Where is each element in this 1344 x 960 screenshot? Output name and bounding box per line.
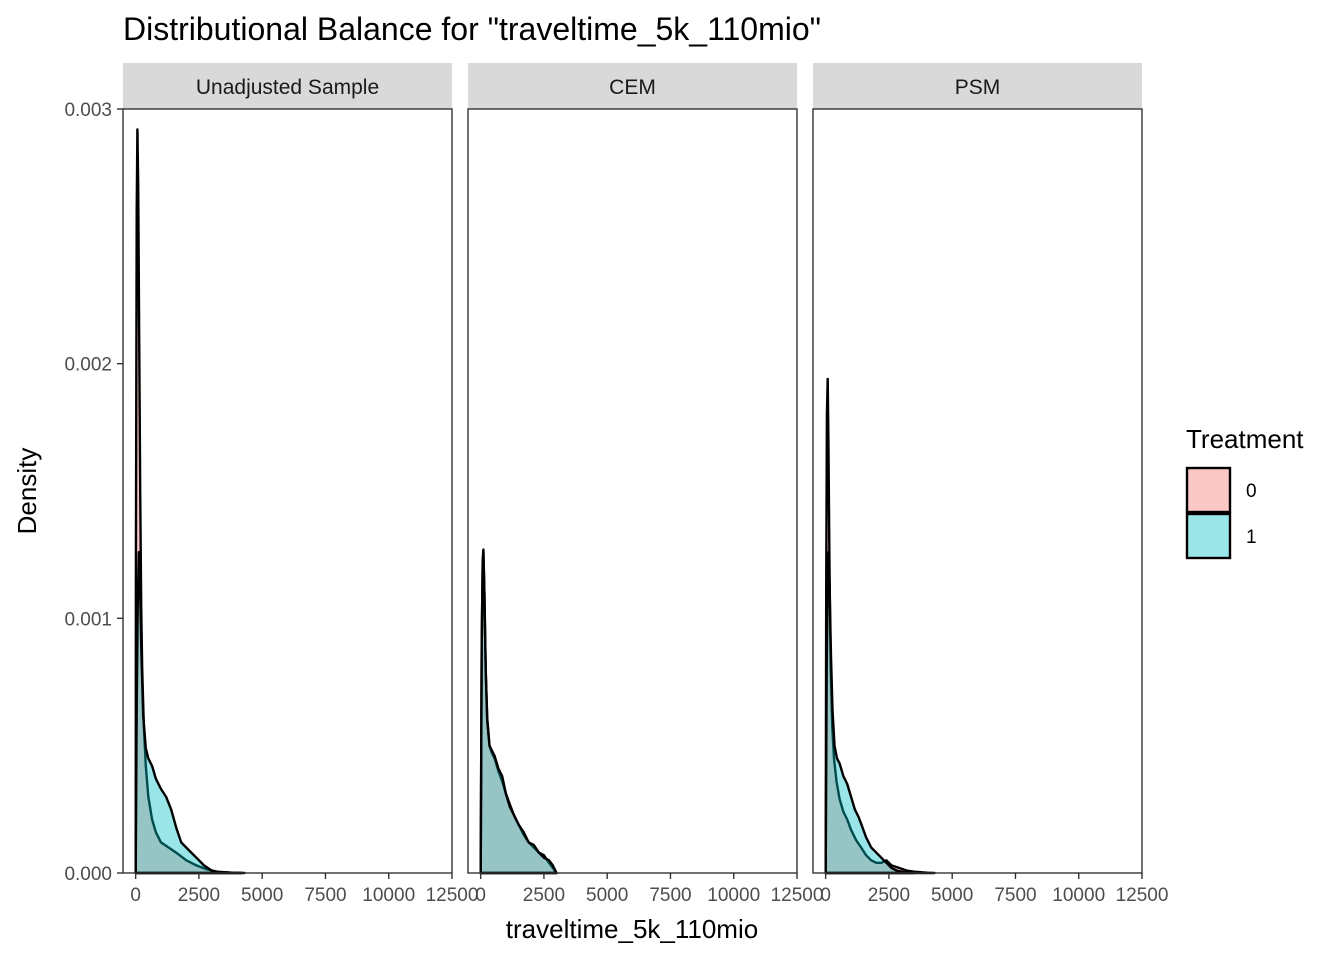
x-tick-label: 12500: [1116, 885, 1169, 906]
x-tick-label: 5000: [931, 885, 973, 906]
x-tick-label: 2500: [523, 885, 565, 906]
panel-border: [122, 108, 453, 874]
facet-strip-label: PSM: [955, 76, 1001, 99]
legend-title: Treatment: [1186, 424, 1304, 454]
facet-strip: [123, 63, 452, 109]
facet-strip-label: Unadjusted Sample: [196, 76, 379, 99]
x-tick-label: 2500: [178, 885, 220, 906]
facet-strip: [813, 63, 1142, 109]
panel-background: [468, 109, 797, 873]
x-tick-label: 10000: [1052, 885, 1105, 906]
x-tick-label: 5000: [586, 885, 628, 906]
panel-border: [467, 108, 798, 874]
x-axis-title: traveltime_5k_110mio: [506, 914, 758, 944]
legend-key-background: [1186, 513, 1231, 559]
x-tick-label: 5000: [241, 885, 283, 906]
density-area-treatment-1: [134, 550, 246, 875]
legend-key-background: [1186, 467, 1231, 513]
x-tick-label: 10000: [362, 885, 415, 906]
density-area-treatment-1: [824, 550, 916, 875]
x-tick-label: 7500: [304, 885, 346, 906]
facet-panel: Unadjusted Sample 0 2500 5000 7500 10000 12500: [122, 63, 479, 906]
x-tick-label: 2500: [868, 885, 910, 906]
x-tick-label: 0: [130, 885, 141, 906]
facet-strip: [468, 63, 797, 109]
density-area-treatment-1: [479, 548, 558, 875]
y-tick-label: 0.001: [64, 609, 112, 630]
x-tick-label: 0: [820, 885, 831, 906]
panel-background: [813, 109, 1142, 873]
facet-panels: Unadjusted Sample 0 2500 5000 7500 10000 12500…: [122, 63, 1169, 906]
legend: Treatment 0 1: [1185, 424, 1304, 560]
x-tick-label: 0: [475, 885, 486, 906]
legend-key-swatch: [1185, 512, 1232, 560]
facet-strip-label: CEM: [609, 76, 656, 99]
x-tick-label: 12500: [771, 885, 824, 906]
y-tick-label: 0.000: [64, 864, 112, 885]
legend-label: 1: [1246, 527, 1257, 548]
facet-panel: CEM 0 2500 5000 7500 10000 12500: [467, 63, 824, 906]
chart-title: Distributional Balance for "traveltime_5…: [123, 11, 821, 47]
y-axis-title: Density: [12, 448, 42, 535]
legend-key-swatch: [1185, 466, 1232, 514]
y-axis: 0.000 0.001 0.002 0.003: [64, 100, 123, 885]
x-tick-label: 7500: [649, 885, 691, 906]
density-area-treatment-0: [824, 377, 936, 875]
legend-label: 0: [1246, 481, 1257, 502]
x-tick-label: 7500: [994, 885, 1036, 906]
y-tick-label: 0.003: [64, 100, 112, 121]
panel-border: [812, 108, 1143, 874]
x-tick-label: 10000: [707, 885, 760, 906]
y-tick-label: 0.002: [64, 355, 112, 376]
facet-panel: PSM 0 2500 5000 7500 10000 12500: [812, 63, 1169, 906]
x-tick-label: 12500: [426, 885, 479, 906]
panel-background: [123, 109, 452, 873]
